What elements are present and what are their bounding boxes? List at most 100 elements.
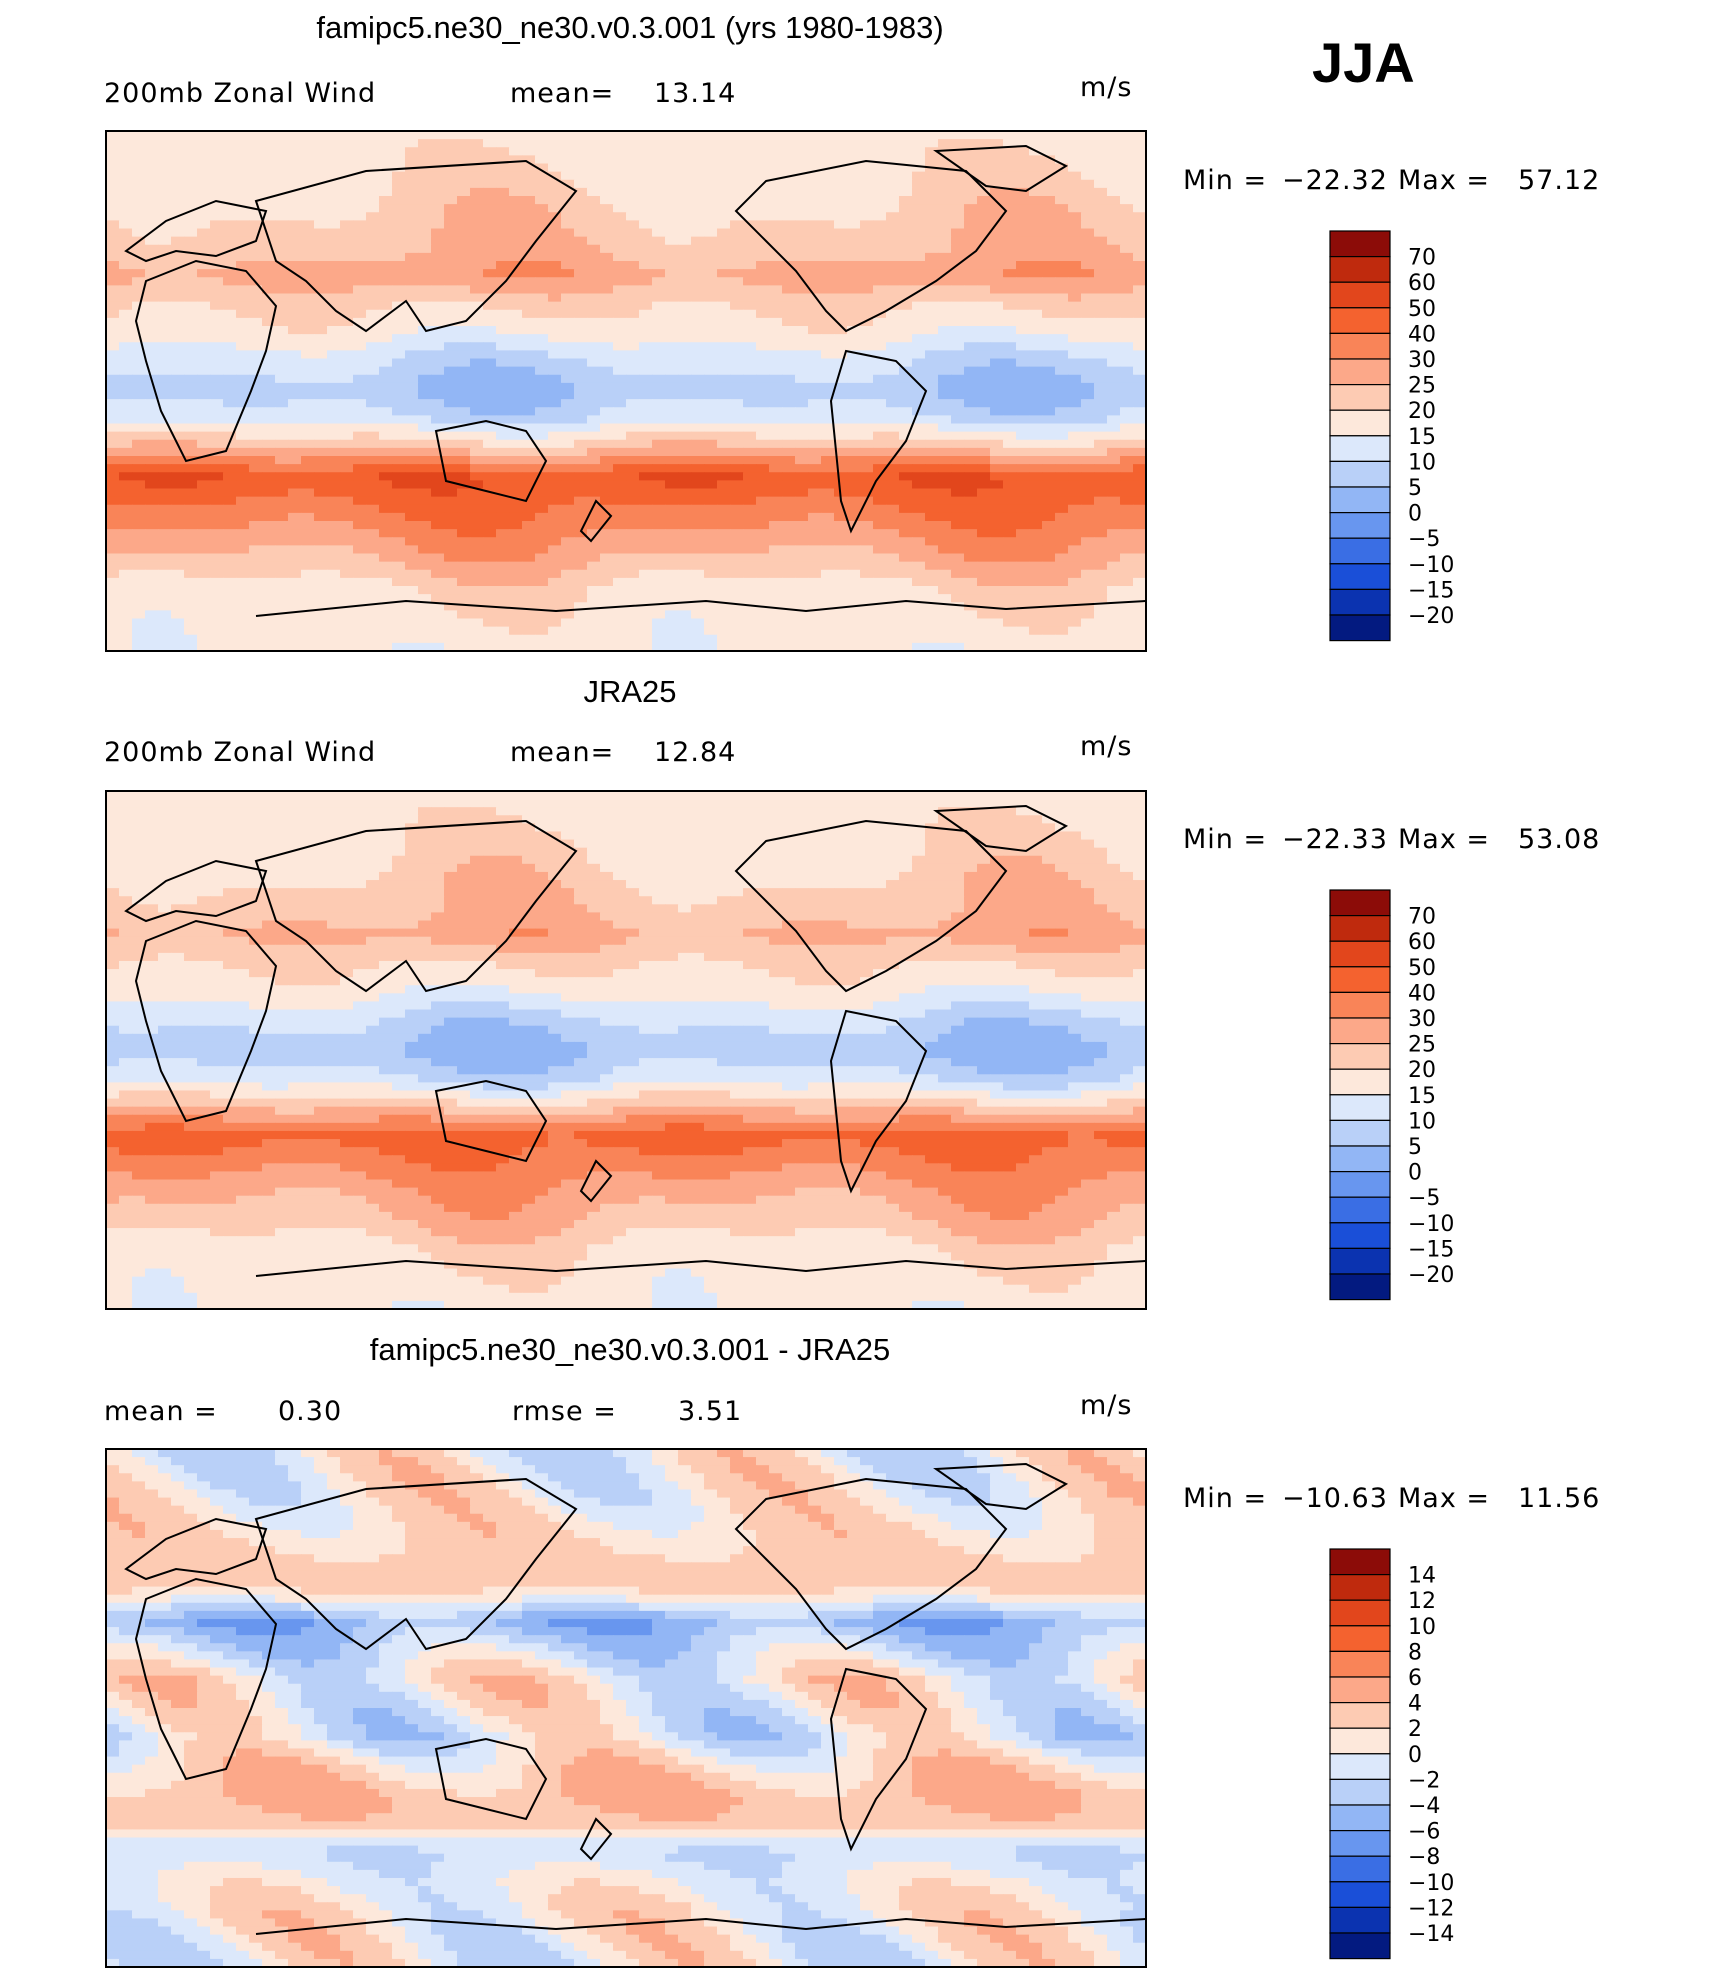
map-cell	[353, 366, 367, 376]
map-cell	[990, 212, 1004, 221]
map-cell	[197, 488, 211, 498]
map-cell	[171, 610, 185, 620]
map-cell	[132, 196, 146, 205]
map-cell	[665, 472, 679, 481]
map-cell	[613, 488, 627, 498]
map-cell	[847, 594, 861, 603]
map-cell	[938, 212, 952, 221]
map-cell	[184, 529, 198, 538]
map-cell	[301, 407, 315, 416]
map-cell	[496, 488, 510, 498]
map-cell	[327, 553, 341, 563]
map-cell	[171, 431, 185, 441]
map-cell	[912, 431, 926, 441]
map-cell	[405, 610, 419, 620]
map-cell	[158, 334, 172, 343]
map-cell	[626, 456, 640, 465]
map-cell	[392, 228, 406, 238]
map-cell	[652, 382, 666, 392]
map-cell	[691, 464, 705, 473]
map-cell	[587, 317, 601, 327]
map-cell	[704, 220, 718, 230]
map-cell	[405, 399, 419, 408]
map-cell	[938, 382, 952, 392]
map-cell	[340, 391, 354, 400]
map-cell	[639, 545, 653, 555]
map-cell	[925, 196, 939, 205]
map-cell	[535, 309, 549, 319]
map-cell	[977, 561, 991, 571]
map-cell	[678, 529, 692, 538]
map-cell	[106, 464, 120, 473]
map-cell	[847, 488, 861, 498]
map-cell	[418, 358, 432, 368]
map-cell	[769, 196, 783, 205]
map-cell	[821, 480, 835, 490]
map-cell	[574, 423, 588, 433]
map-cell	[314, 537, 328, 546]
map-cell	[873, 374, 887, 384]
map-cell	[496, 423, 510, 433]
map-cell	[938, 350, 952, 360]
map-cell	[366, 374, 380, 384]
map-cell	[431, 244, 445, 254]
map-cell	[626, 488, 640, 498]
map-cell	[756, 212, 770, 221]
map-cell	[691, 244, 705, 254]
map-cell	[236, 163, 250, 173]
map-cell	[496, 366, 510, 376]
map-cell	[600, 480, 614, 490]
map-cell	[197, 171, 211, 181]
map-cell	[418, 561, 432, 571]
map-cell	[678, 480, 692, 490]
map-cell	[756, 456, 770, 465]
map-cell	[470, 155, 484, 165]
map-cell	[1016, 407, 1030, 416]
map-cell	[327, 602, 341, 611]
map-cell	[873, 163, 887, 173]
map-cell	[873, 131, 887, 140]
map-cell	[1016, 496, 1030, 506]
map-cell	[301, 399, 315, 408]
map-cell	[1029, 399, 1043, 408]
map-cell	[899, 147, 913, 156]
map-cell	[912, 480, 926, 490]
map-cell	[1094, 326, 1108, 335]
map-cell	[990, 545, 1004, 555]
map-cell	[873, 204, 887, 213]
map-cell	[704, 382, 718, 392]
map-cell	[522, 553, 536, 563]
map-cell	[314, 366, 328, 376]
map-cell	[522, 594, 536, 603]
map-cell	[743, 602, 757, 611]
map-cell	[652, 293, 666, 303]
map-cell	[1016, 480, 1030, 490]
map-cell	[639, 488, 653, 498]
map-cell	[639, 626, 653, 636]
map-cell	[522, 131, 536, 140]
map-cell	[834, 171, 848, 181]
map-cell	[951, 269, 965, 278]
map-cell	[340, 586, 354, 595]
map-cell	[574, 577, 588, 587]
map-cell	[1081, 196, 1095, 205]
map-cell	[275, 407, 289, 416]
map-cell	[444, 163, 458, 173]
map-cell	[821, 537, 835, 546]
map-cell	[691, 155, 705, 165]
map-cell	[327, 171, 341, 181]
map-cell	[977, 366, 991, 376]
map-cell	[548, 196, 562, 205]
map-cell	[626, 496, 640, 506]
map-cell	[1003, 537, 1017, 546]
map-cell	[444, 634, 458, 644]
map-cell	[119, 399, 133, 408]
map-cell	[431, 147, 445, 156]
map-cell	[444, 187, 458, 197]
map-cell	[561, 618, 575, 628]
map-cell	[1029, 569, 1043, 579]
map-cell	[782, 261, 796, 270]
map-cell	[704, 610, 718, 620]
map-cell	[314, 277, 328, 286]
map-cell	[119, 618, 133, 628]
